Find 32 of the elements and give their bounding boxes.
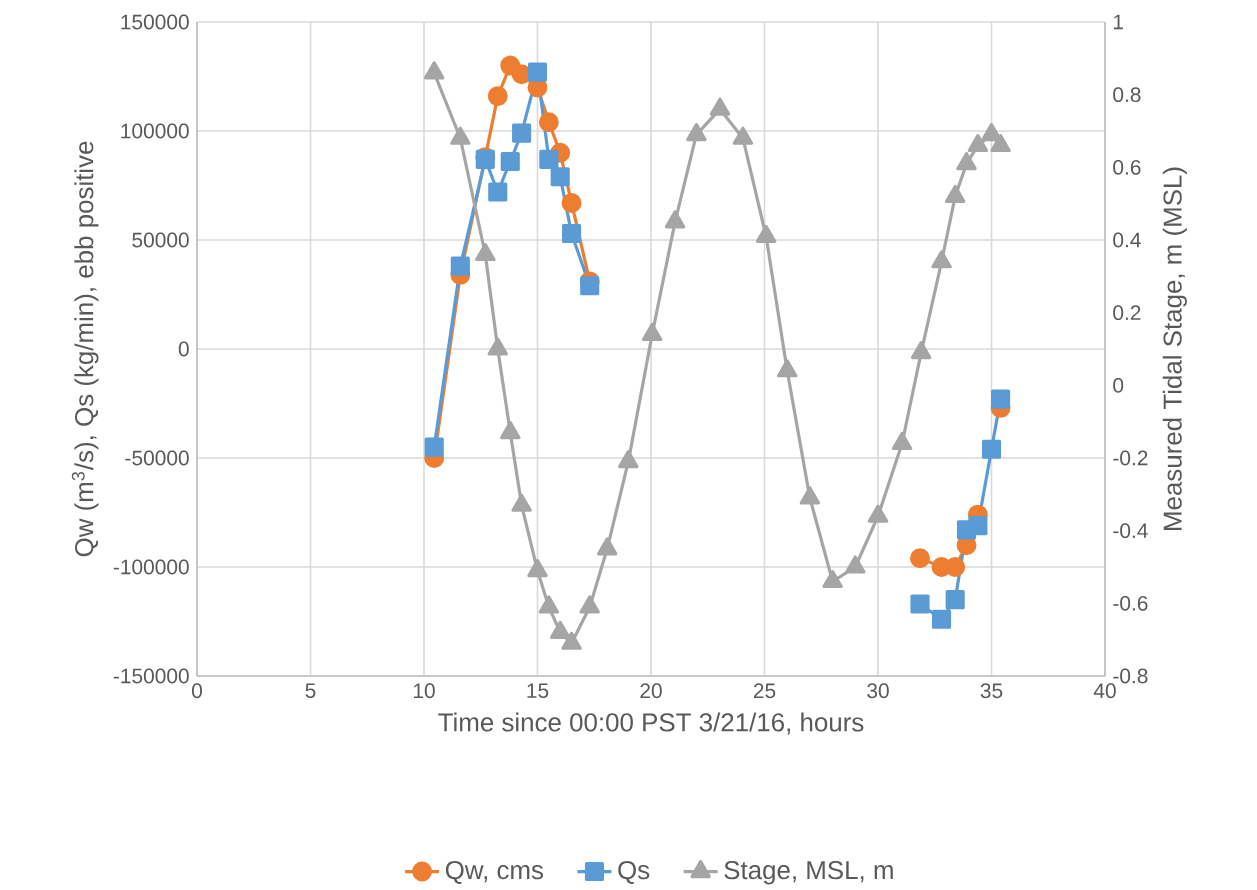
legend-label: Stage, MSL, m bbox=[724, 860, 893, 885]
x-tick-label: 40 bbox=[1093, 683, 1116, 699]
y2-tick-label: 0.2 bbox=[1113, 305, 1141, 321]
y2-tick-label: -0.2 bbox=[1113, 450, 1148, 466]
x-tick-label: 20 bbox=[640, 683, 662, 699]
y-axis-title: Qw (m$^{3}$/s), Qs (kg/min), ebb positive bbox=[71, 141, 99, 557]
y-tick-label: -150000 bbox=[113, 668, 189, 684]
y2-tick-label: -0.8 bbox=[1113, 668, 1148, 684]
y2-tick-label: -0.4 bbox=[1113, 523, 1148, 539]
x-tick-label: 5 bbox=[305, 683, 316, 698]
x-tick-label: 25 bbox=[753, 683, 776, 699]
y-tick-label: 0 bbox=[178, 341, 189, 357]
y2-tick-label: -0.6 bbox=[1113, 595, 1148, 611]
y-tick-label: 100000 bbox=[121, 123, 189, 139]
x-tick-label: 30 bbox=[867, 683, 889, 699]
x-tick-label: 0 bbox=[192, 683, 202, 699]
y-tick-label: -100000 bbox=[113, 559, 189, 575]
y2-tick-label: 0 bbox=[1113, 377, 1124, 393]
y2-tick-label: 0.4 bbox=[1113, 232, 1141, 248]
legend-label: Qs bbox=[618, 860, 650, 884]
y2-tick-label: 0.6 bbox=[1113, 159, 1141, 175]
x-tick-label: 35 bbox=[980, 683, 1003, 699]
y2-tick-label: 0.8 bbox=[1113, 87, 1141, 103]
y2-axis-title: Measured Tidal Stage, m (MSL) bbox=[1162, 167, 1187, 530]
x-axis-title: Time since 00:00 PST 3/21/16, hours bbox=[438, 712, 864, 735]
y-tick-label: 150000 bbox=[121, 14, 189, 30]
x-tick-label: 15 bbox=[527, 683, 549, 698]
x-tick-label: 10 bbox=[413, 683, 435, 699]
y-tick-label: -50000 bbox=[125, 450, 189, 466]
legend-label: Qw, cms bbox=[445, 860, 544, 884]
y2-tick-label: 1 bbox=[1113, 14, 1123, 30]
y-tick-label: 50000 bbox=[132, 232, 189, 248]
